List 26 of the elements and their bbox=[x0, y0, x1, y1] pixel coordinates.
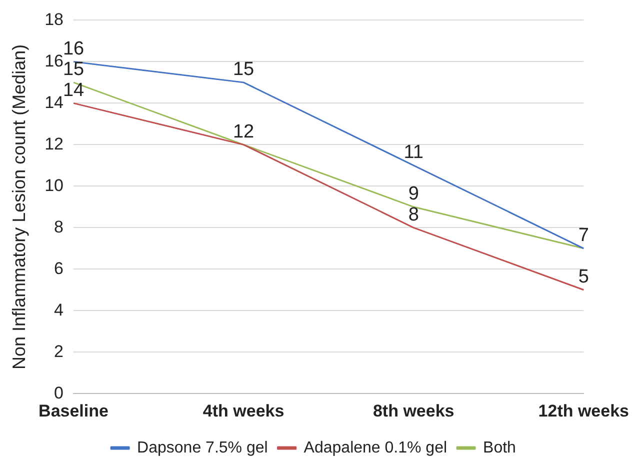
data-label: 8 bbox=[408, 204, 419, 226]
y-tick-label: 2 bbox=[54, 342, 64, 361]
y-tick-label: 10 bbox=[44, 176, 64, 195]
y-tick-label: 12 bbox=[44, 134, 64, 154]
data-label: 7 bbox=[578, 225, 589, 246]
x-tick-label: 12th weeks bbox=[538, 401, 630, 420]
x-tick-label: Baseline bbox=[38, 401, 108, 420]
data-label: 12 bbox=[232, 121, 254, 142]
x-tick-label: 4th weeks bbox=[202, 401, 284, 420]
y-tick-label: 4 bbox=[54, 300, 64, 320]
y-tick-label: 8 bbox=[54, 217, 64, 236]
y-tick-label: 0 bbox=[54, 383, 64, 402]
legend-label: Both bbox=[483, 439, 516, 456]
data-label: 15 bbox=[232, 59, 254, 80]
data-label: 11 bbox=[404, 142, 424, 164]
legend-label: Dapsone 7.5% gel bbox=[137, 439, 268, 456]
legend-label: Adapalene 0.1% gel bbox=[304, 439, 448, 456]
y-tick-label: 18 bbox=[44, 10, 64, 29]
y-tick-label: 14 bbox=[44, 92, 64, 112]
data-label: 15 bbox=[62, 59, 84, 80]
data-label: 9 bbox=[408, 184, 419, 205]
y-tick-label: 16 bbox=[44, 51, 64, 70]
y-tick-label: 6 bbox=[54, 258, 64, 278]
data-label: 5 bbox=[578, 266, 589, 288]
y-axis-title: Non Inflammatory Lesion count (Median) bbox=[8, 44, 29, 370]
x-tick-label: 8th weeks bbox=[372, 401, 454, 420]
